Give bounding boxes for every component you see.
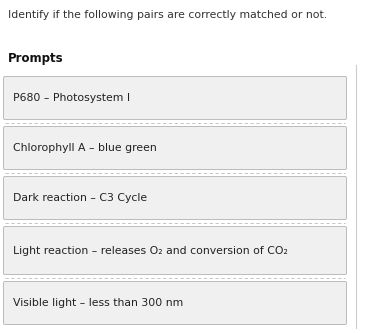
FancyBboxPatch shape	[3, 127, 346, 169]
Text: Prompts: Prompts	[8, 52, 64, 65]
Text: P680 – Photosystem I: P680 – Photosystem I	[13, 93, 130, 103]
FancyBboxPatch shape	[3, 281, 346, 324]
FancyBboxPatch shape	[3, 77, 346, 120]
Text: Chlorophyll A – blue green: Chlorophyll A – blue green	[13, 143, 157, 153]
Text: Dark reaction – C3 Cycle: Dark reaction – C3 Cycle	[13, 193, 147, 203]
Text: Identify if the following pairs are correctly matched or not.: Identify if the following pairs are corr…	[8, 10, 327, 20]
Text: Light reaction – releases O₂ and conversion of CO₂: Light reaction – releases O₂ and convers…	[13, 245, 288, 255]
Text: Visible light – less than 300 nm: Visible light – less than 300 nm	[13, 298, 183, 308]
FancyBboxPatch shape	[3, 176, 346, 219]
FancyBboxPatch shape	[3, 226, 346, 274]
